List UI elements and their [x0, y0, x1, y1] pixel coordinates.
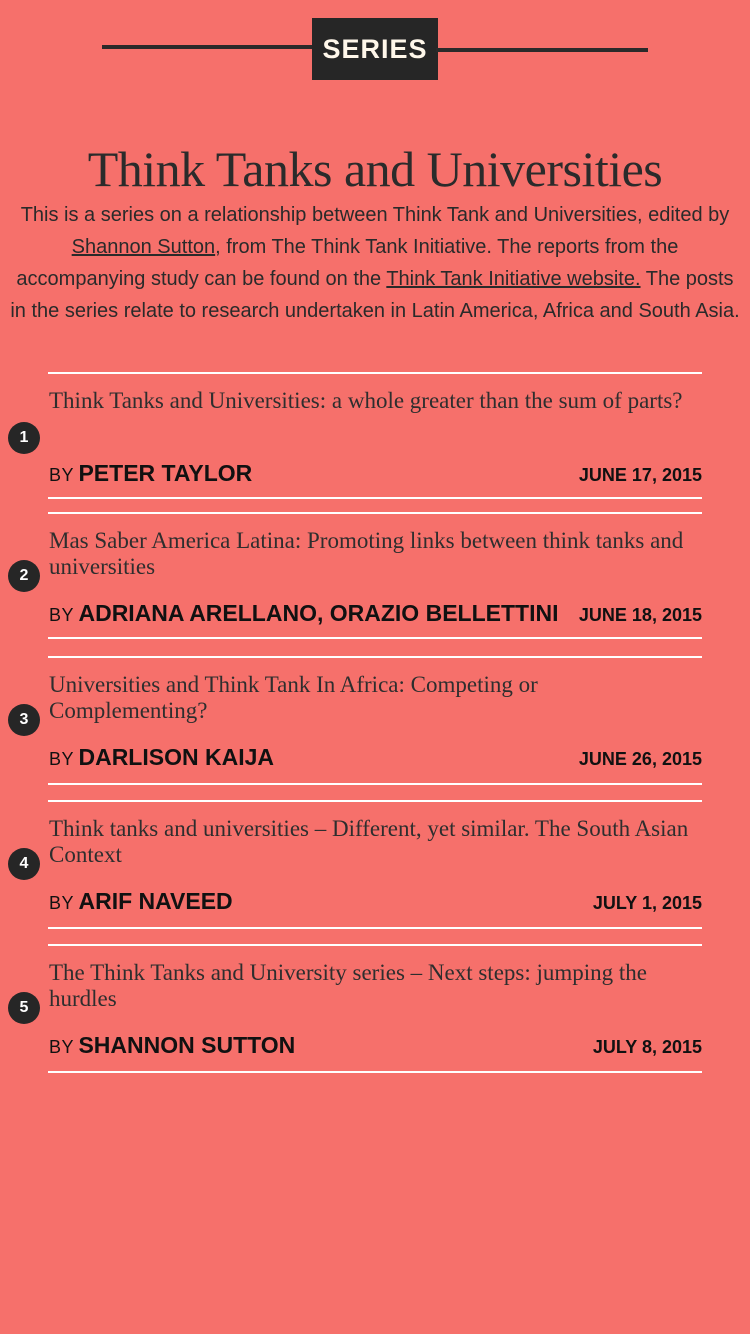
author-link[interactable]: ARIF NAVEED — [78, 888, 233, 914]
author-link[interactable]: ADRIANA ARELLANO, ORAZIO BELLETTINI — [78, 600, 559, 626]
byline: BY ARIF NAVEED — [49, 888, 233, 915]
by-label: BY — [49, 749, 75, 769]
author-link[interactable]: SHANNON SUTTON — [78, 1032, 296, 1058]
article-title-link[interactable]: Universities and Think Tank In Africa: C… — [49, 672, 538, 723]
divider — [48, 656, 702, 658]
divider — [48, 512, 702, 514]
article-number-badge: 5 — [8, 992, 40, 1024]
article-date: JUNE 26, 2015 — [578, 749, 702, 769]
by-label: BY — [49, 893, 75, 913]
by-label: BY — [49, 605, 75, 625]
divider — [48, 637, 702, 639]
article-number-badge: 4 — [8, 848, 40, 880]
article-date: JULY 1, 2015 — [592, 893, 702, 913]
intro-text-2: , from The Think Tank Initiative. The re… — [16, 236, 679, 290]
article-title-link[interactable]: Think Tanks and Universities: a whole gr… — [49, 388, 683, 413]
article-date: JUNE 18, 2015 — [578, 605, 702, 625]
byline: BY PETER TAYLOR — [49, 460, 252, 487]
page-title: Think Tanks and Universities — [87, 140, 663, 197]
editor-link[interactable]: Shannon Sutton — [71, 236, 216, 258]
series-header: SERIES — [0, 18, 750, 80]
author-link[interactable]: PETER TAYLOR — [78, 460, 253, 486]
by-label: BY — [49, 1037, 75, 1057]
byline: BY ADRIANA ARELLANO, ORAZIO BELLETTINI — [49, 600, 558, 627]
by-label: BY — [49, 465, 75, 485]
article-title-link[interactable]: Think tanks and universities – Different… — [49, 816, 689, 867]
intro-text-3: The posts in the series relate to resear… — [10, 268, 740, 322]
article-number-badge: 3 — [8, 704, 40, 736]
article-title-link[interactable]: Mas Saber America Latina: Promoting link… — [49, 528, 684, 579]
divider-left — [102, 45, 314, 49]
series-intro: This is a series on a relationship betwe… — [10, 199, 740, 327]
divider — [48, 372, 702, 374]
article-date: JULY 8, 2015 — [592, 1037, 702, 1057]
website-link[interactable]: Think Tank Initiative website. — [386, 268, 641, 290]
divider — [48, 497, 702, 499]
byline: BY DARLISON KAIJA — [49, 744, 274, 771]
divider — [48, 927, 702, 929]
divider — [48, 800, 702, 802]
article-number-badge: 1 — [8, 422, 40, 454]
intro-text-1: This is a series on a relationship betwe… — [20, 204, 730, 226]
series-badge: SERIES — [312, 18, 438, 80]
divider — [48, 944, 702, 946]
author-link[interactable]: DARLISON KAIJA — [78, 744, 274, 770]
divider — [48, 1071, 702, 1073]
byline: BY SHANNON SUTTON — [49, 1032, 295, 1059]
article-date: JUNE 17, 2015 — [578, 465, 702, 485]
article-number-badge: 2 — [8, 560, 40, 592]
article-title-link[interactable]: The Think Tanks and University series – … — [49, 960, 648, 1011]
divider — [48, 783, 702, 785]
divider-right — [436, 48, 648, 52]
